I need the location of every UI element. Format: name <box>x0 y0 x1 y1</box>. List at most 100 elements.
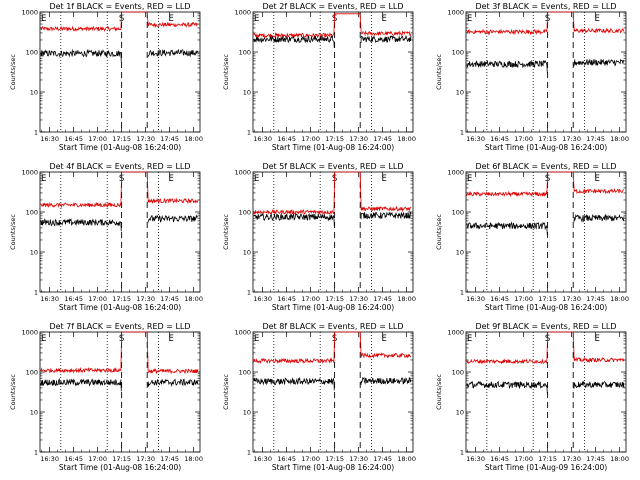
plot-9-ytick-label: 1000 <box>447 328 464 336</box>
plot-6: Det 6f BLACK = Events, RED = LLD 1 10 100 10… <box>435 162 629 312</box>
plot-9-xtick-label: 17:15 <box>538 455 557 463</box>
plot-7-frame <box>39 331 201 453</box>
plot-7-xtick-label: 18:00 <box>184 455 203 463</box>
plot-5-xtick-label: 18:00 <box>397 295 416 303</box>
plot-3: Det 3f BLACK = Events, RED = LLD 1 10 100 10… <box>435 2 629 152</box>
plot-8-xtick-label: 17:00 <box>301 455 320 463</box>
plot-7-marker-e: E <box>169 334 174 344</box>
plot-4-xtick-label: 17:15 <box>112 295 131 303</box>
plot-4-series-lld <box>40 171 199 209</box>
plot-7-xtick-label: 17:15 <box>112 455 131 463</box>
plot-8-xtick-label: 18:00 <box>397 455 416 463</box>
plot-8-frame <box>252 331 414 453</box>
plot-8-series-lld <box>253 331 412 365</box>
plot-7-ytick-label: 100 <box>26 368 38 376</box>
plot-8-xtick-label: 17:30 <box>349 455 368 463</box>
plot-6-xtick-label: 16:45 <box>490 295 509 303</box>
plot-9-xtick-label: 17:30 <box>562 455 581 463</box>
plot-8-ytick-label: 1000 <box>234 328 251 336</box>
plot-1-marker-e: E <box>169 14 174 24</box>
plot-9-series-events <box>466 380 625 394</box>
plot-6-ytick-label: 1000 <box>447 168 464 176</box>
plot-5: Det 5f BLACK = Events, RED = LLD 1 10 100 10… <box>222 162 416 312</box>
plot-6-series-lld <box>466 171 625 198</box>
plot-3-series-events <box>466 58 625 73</box>
plot-3-marker-e: E <box>595 14 600 24</box>
plot-3-ytick-label: 1000 <box>447 8 464 16</box>
plot-7-xtick-label: 17:45 <box>160 455 179 463</box>
plot-2-xtick-label: 17:00 <box>301 135 320 143</box>
plot-7-ytick-label: 1000 <box>21 328 38 336</box>
plot-7-ytick-label: 1 <box>34 448 38 456</box>
plot-4-series-events <box>40 214 199 232</box>
plot-4-frame <box>39 171 201 293</box>
plot-3-series-lld <box>466 11 625 36</box>
plot-5-xtick-label: 17:30 <box>349 295 368 303</box>
plot-7-xlabel: Start Time (01-Aug-08 16:24:00) <box>59 463 181 472</box>
plot-5-xtick-label: 16:30 <box>253 295 272 303</box>
plot-3-ytick-label: 10 <box>456 88 464 96</box>
plot-3-ylabel: Counts/sec <box>435 54 443 90</box>
plot-6-ytick-label: 10 <box>456 248 464 256</box>
plot-5-xtick-label: 17:15 <box>325 295 344 303</box>
plot-8-ytick-label: 10 <box>243 408 251 416</box>
plot-4-xtick-label: 17:00 <box>88 295 107 303</box>
plot-9-xlabel: Start Time (01-Aug-09 16:24:00) <box>485 463 607 472</box>
plot-7-xtick-label: 16:30 <box>40 455 59 463</box>
plot-1-ytick-label: 10 <box>30 88 38 96</box>
plot-9-frame <box>465 331 627 453</box>
plot-1-xtick-label: 17:45 <box>160 135 179 143</box>
plot-4-title: Det 4f BLACK = Events, RED = LLD <box>49 162 190 171</box>
plot-4-xtick-label: 17:45 <box>160 295 179 303</box>
plot-9-xtick-label: 17:45 <box>586 455 605 463</box>
plot-5-xtick-label: 16:45 <box>277 295 296 303</box>
plot-1-ytick-label: 1000 <box>21 8 38 16</box>
plot-1-title: Det 1f BLACK = Events, RED = LLD <box>49 2 190 11</box>
plot-3-xlabel: Start Time (01-Aug-08 16:24:00) <box>485 143 607 152</box>
plot-9-xtick-label: 18:00 <box>610 455 629 463</box>
plot-3-xtick-label: 17:45 <box>586 135 605 143</box>
plot-6-xtick-label: 18:00 <box>610 295 629 303</box>
plot-6-xtick-label: 17:00 <box>514 295 533 303</box>
plot-6-xtick-label: 17:15 <box>538 295 557 303</box>
plot-3-xtick-label: 18:00 <box>610 135 629 143</box>
plot-5-title: Det 5f BLACK = Events, RED = LLD <box>262 162 403 171</box>
plot-5-ytick-label: 1 <box>247 288 251 296</box>
plot-2-ytick-label: 1 <box>247 128 251 136</box>
plot-8-xtick-label: 17:15 <box>325 455 344 463</box>
plot-8-marker-e: E <box>254 334 259 344</box>
plot-4-xlabel: Start Time (01-Aug-08 16:24:00) <box>59 303 181 312</box>
plot-4-ytick-label: 10 <box>30 248 38 256</box>
plot-1-xtick-label: 17:15 <box>112 135 131 143</box>
plot-4-ytick-label: 1 <box>34 288 38 296</box>
plot-4-ytick-label: 100 <box>26 208 38 216</box>
plot-9-title: Det 9f BLACK = Events, RED = LLD <box>475 322 616 331</box>
plot-9-series-lld <box>466 331 625 365</box>
plot-5-marker-e: E <box>254 174 259 184</box>
plot-8-ylabel: Counts/sec <box>222 374 230 410</box>
plot-9-ylabel: Counts/sec <box>435 374 443 410</box>
plot-1-ytick-label: 100 <box>26 48 38 56</box>
plot-6-title: Det 6f BLACK = Events, RED = LLD <box>475 162 616 171</box>
plot-1-xtick-label: 17:00 <box>88 135 107 143</box>
plot-5-xtick-label: 17:00 <box>301 295 320 303</box>
plot-9-xtick-label: 17:00 <box>514 455 533 463</box>
plot-6-ytick-label: 1 <box>460 288 464 296</box>
plot-3-ytick-label: 1 <box>460 128 464 136</box>
plot-8-series-events <box>253 376 412 391</box>
plot-5-ytick-label: 100 <box>239 208 251 216</box>
plot-7-xtick-label: 16:45 <box>64 455 83 463</box>
plot-2-frame <box>252 11 414 133</box>
plot-1: Det 1f BLACK = Events, RED = LLD 1 10 100 10… <box>9 2 203 152</box>
plot-9-ytick-label: 1 <box>460 448 464 456</box>
plot-3-xtick-label: 16:30 <box>466 135 485 143</box>
plot-7-title: Det 7f BLACK = Events, RED = LLD <box>49 322 190 331</box>
plot-8-ytick-label: 1 <box>247 448 251 456</box>
plot-4-xtick-label: 16:30 <box>40 295 59 303</box>
plot-3-title: Det 3f BLACK = Events, RED = LLD <box>475 2 616 11</box>
plot-4-xtick-label: 16:45 <box>64 295 83 303</box>
plot-9-xtick-label: 16:45 <box>490 455 509 463</box>
plot-7-ylabel: Counts/sec <box>9 374 17 410</box>
plot-1-xtick-label: 16:30 <box>40 135 59 143</box>
plot-6-ytick-label: 100 <box>452 208 464 216</box>
